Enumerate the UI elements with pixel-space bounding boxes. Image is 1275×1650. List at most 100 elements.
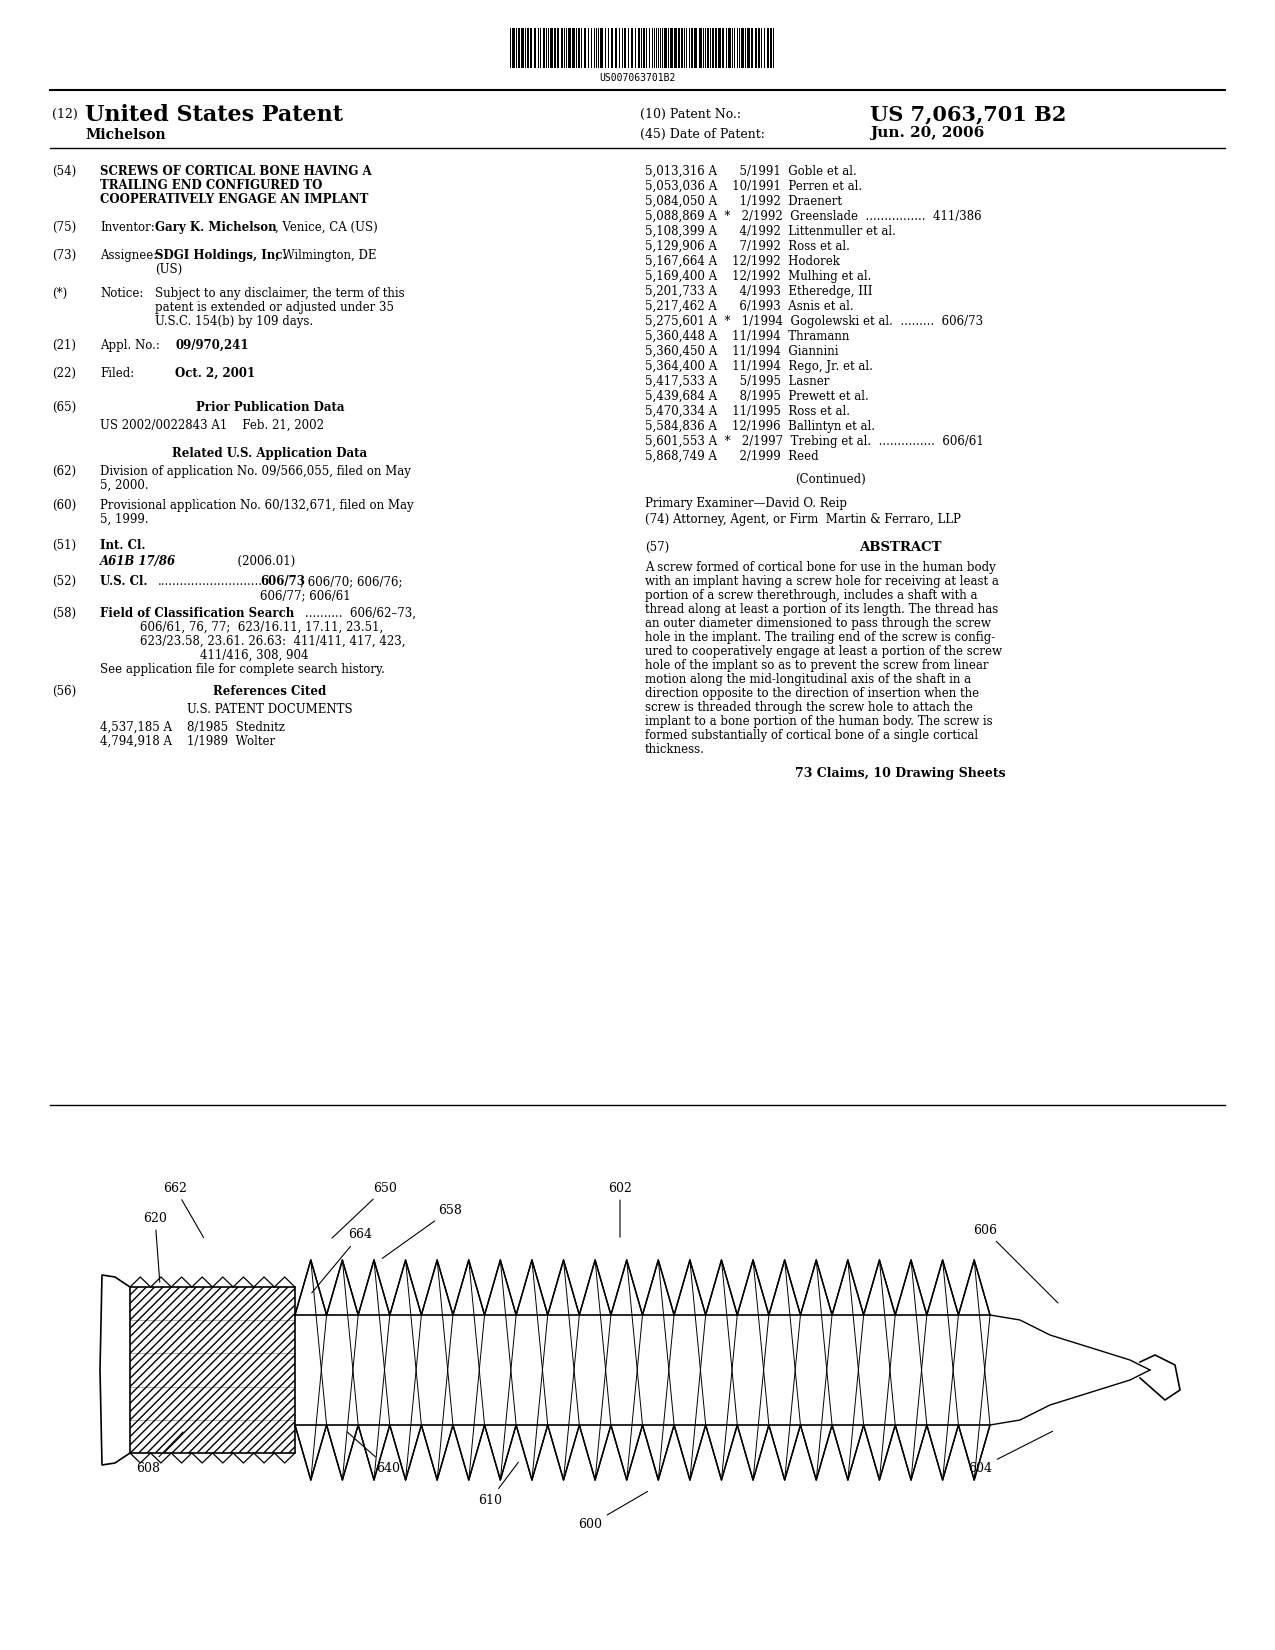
Text: Oct. 2, 2001: Oct. 2, 2001 (175, 366, 255, 380)
Text: 620: 620 (143, 1211, 167, 1282)
Text: Division of application No. 09/566,055, filed on May: Division of application No. 09/566,055, … (99, 465, 411, 478)
Text: (10) Patent No.:: (10) Patent No.: (640, 107, 741, 120)
Text: U.S. Cl.: U.S. Cl. (99, 574, 148, 587)
Bar (584, 28, 586, 68)
Bar (518, 28, 520, 68)
Text: hole of the implant so as to prevent the screw from linear: hole of the implant so as to prevent the… (645, 658, 988, 672)
Bar (691, 28, 694, 68)
Text: 662: 662 (163, 1181, 204, 1238)
Text: (US): (US) (156, 262, 182, 276)
Text: portion of a screw therethrough, includes a shaft with a: portion of a screw therethrough, include… (645, 589, 978, 602)
Text: 5,108,399 A      4/1992  Littenmuller et al.: 5,108,399 A 4/1992 Littenmuller et al. (645, 224, 896, 238)
Text: (45) Date of Patent:: (45) Date of Patent: (640, 129, 765, 140)
Bar (557, 28, 558, 68)
Text: Related U.S. Application Data: Related U.S. Application Data (172, 447, 367, 460)
Bar (550, 28, 553, 68)
Text: 623/23.58, 23.61. 26.63:  411/411, 417, 423,: 623/23.58, 23.61. 26.63: 411/411, 417, 4… (140, 635, 405, 648)
Bar (527, 28, 529, 68)
Text: Field of Classification Search: Field of Classification Search (99, 607, 295, 620)
Text: (22): (22) (52, 366, 76, 380)
Bar (747, 28, 750, 68)
Text: (60): (60) (52, 498, 76, 512)
Bar (521, 28, 524, 68)
Text: 5,470,334 A    11/1995  Ross et al.: 5,470,334 A 11/1995 Ross et al. (645, 404, 850, 417)
Text: 606/61, 76, 77;  623/16.11, 17.11, 23.51,: 606/61, 76, 77; 623/16.11, 17.11, 23.51, (140, 620, 384, 634)
Text: 658: 658 (382, 1203, 462, 1259)
Text: (62): (62) (52, 465, 76, 478)
Text: Prior Publication Data: Prior Publication Data (196, 401, 344, 414)
Text: (58): (58) (52, 607, 76, 620)
Text: formed substantially of cortical bone of a single cortical: formed substantially of cortical bone of… (645, 729, 978, 742)
Bar (611, 28, 613, 68)
Text: A screw formed of cortical bone for use in the human body: A screw formed of cortical bone for use … (645, 561, 996, 574)
Bar (669, 28, 673, 68)
Bar (572, 28, 575, 68)
Text: 608: 608 (136, 1432, 184, 1475)
Text: (*): (*) (52, 287, 68, 300)
Text: 5,584,836 A    12/1996  Ballintyn et al.: 5,584,836 A 12/1996 Ballintyn et al. (645, 421, 875, 432)
Bar (718, 28, 720, 68)
Bar (694, 28, 697, 68)
Text: 640: 640 (347, 1432, 400, 1475)
Bar (759, 28, 760, 68)
Text: 5,364,400 A    11/1994  Rego, Jr. et al.: 5,364,400 A 11/1994 Rego, Jr. et al. (645, 360, 873, 373)
Text: 5,417,533 A      5/1995  Lasner: 5,417,533 A 5/1995 Lasner (645, 375, 829, 388)
Text: 664: 664 (312, 1229, 372, 1294)
Text: 5,053,036 A    10/1991  Perren et al.: 5,053,036 A 10/1991 Perren et al. (645, 180, 862, 193)
Text: Notice:: Notice: (99, 287, 143, 300)
Text: Michelson: Michelson (85, 129, 166, 142)
Text: (56): (56) (52, 685, 76, 698)
Text: (54): (54) (52, 165, 76, 178)
Text: 5,217,462 A      6/1993  Asnis et al.: 5,217,462 A 6/1993 Asnis et al. (645, 300, 854, 314)
Text: 5,601,553 A  *   2/1997  Trebing et al.  ...............  606/61: 5,601,553 A * 2/1997 Trebing et al. ....… (645, 436, 984, 449)
Bar (699, 28, 703, 68)
Bar (555, 28, 556, 68)
Text: (52): (52) (52, 574, 76, 587)
Text: Filed:: Filed: (99, 366, 134, 380)
Text: hole in the implant. The trailing end of the screw is config-: hole in the implant. The trailing end of… (645, 630, 996, 644)
Text: thickness.: thickness. (645, 742, 705, 756)
Bar (534, 28, 536, 68)
Text: Jun. 20, 2006: Jun. 20, 2006 (870, 125, 984, 140)
Text: , Venice, CA (US): , Venice, CA (US) (275, 221, 377, 234)
Bar (728, 28, 731, 68)
Text: U.S.C. 154(b) by 109 days.: U.S.C. 154(b) by 109 days. (156, 315, 314, 328)
Text: 5,088,869 A  *   2/1992  Greenslade  ................  411/386: 5,088,869 A * 2/1992 Greenslade ........… (645, 210, 982, 223)
Text: 5,360,448 A    11/1994  Thramann: 5,360,448 A 11/1994 Thramann (645, 330, 849, 343)
Bar (681, 28, 683, 68)
Text: 5, 2000.: 5, 2000. (99, 478, 149, 492)
Bar (567, 28, 571, 68)
Text: Subject to any disclaimer, the term of this: Subject to any disclaimer, the term of t… (156, 287, 404, 300)
Text: Int. Cl.: Int. Cl. (99, 540, 145, 553)
Text: an outer diameter dimensioned to pass through the screw: an outer diameter dimensioned to pass th… (645, 617, 991, 630)
Text: thread along at least a portion of its length. The thread has: thread along at least a portion of its l… (645, 602, 998, 615)
Text: 5,360,450 A    11/1994  Giannini: 5,360,450 A 11/1994 Giannini (645, 345, 839, 358)
Text: 5,201,733 A      4/1993  Etheredge, III: 5,201,733 A 4/1993 Etheredge, III (645, 285, 872, 299)
Text: with an implant having a screw hole for receiving at least a: with an implant having a screw hole for … (645, 574, 998, 587)
Text: Gary K. Michelson: Gary K. Michelson (156, 221, 277, 234)
Text: Appl. No.:: Appl. No.: (99, 338, 159, 351)
Text: ..........  606/62–73,: .......... 606/62–73, (305, 607, 416, 620)
Bar (295, 1315, 989, 1426)
Text: 606: 606 (973, 1224, 1058, 1304)
Text: 411/416, 308, 904: 411/416, 308, 904 (200, 648, 309, 662)
Text: US007063701B2: US007063701B2 (599, 73, 676, 82)
Text: 602: 602 (608, 1181, 632, 1238)
Text: direction opposite to the direction of insertion when the: direction opposite to the direction of i… (645, 686, 979, 700)
Text: (74) Attorney, Agent, or Firm  Martin & Ferraro, LLP: (74) Attorney, Agent, or Firm Martin & F… (645, 513, 961, 526)
Text: (65): (65) (52, 401, 76, 414)
Text: (75): (75) (52, 221, 76, 234)
Text: References Cited: References Cited (213, 685, 326, 698)
Text: 610: 610 (478, 1462, 519, 1506)
Text: ; 606/70; 606/76;: ; 606/70; 606/76; (300, 574, 403, 587)
Text: (Continued): (Continued) (794, 474, 866, 487)
Bar (561, 28, 564, 68)
Bar (643, 28, 645, 68)
Text: (73): (73) (52, 249, 76, 262)
Bar (664, 28, 667, 68)
Text: 606/73: 606/73 (260, 574, 305, 587)
Text: 4,537,185 A    8/1985  Stednitz: 4,537,185 A 8/1985 Stednitz (99, 721, 284, 734)
Text: 73 Claims, 10 Drawing Sheets: 73 Claims, 10 Drawing Sheets (794, 767, 1005, 780)
Text: 650: 650 (332, 1181, 397, 1238)
Text: screw is threaded through the screw hole to attach the: screw is threaded through the screw hole… (645, 701, 973, 714)
